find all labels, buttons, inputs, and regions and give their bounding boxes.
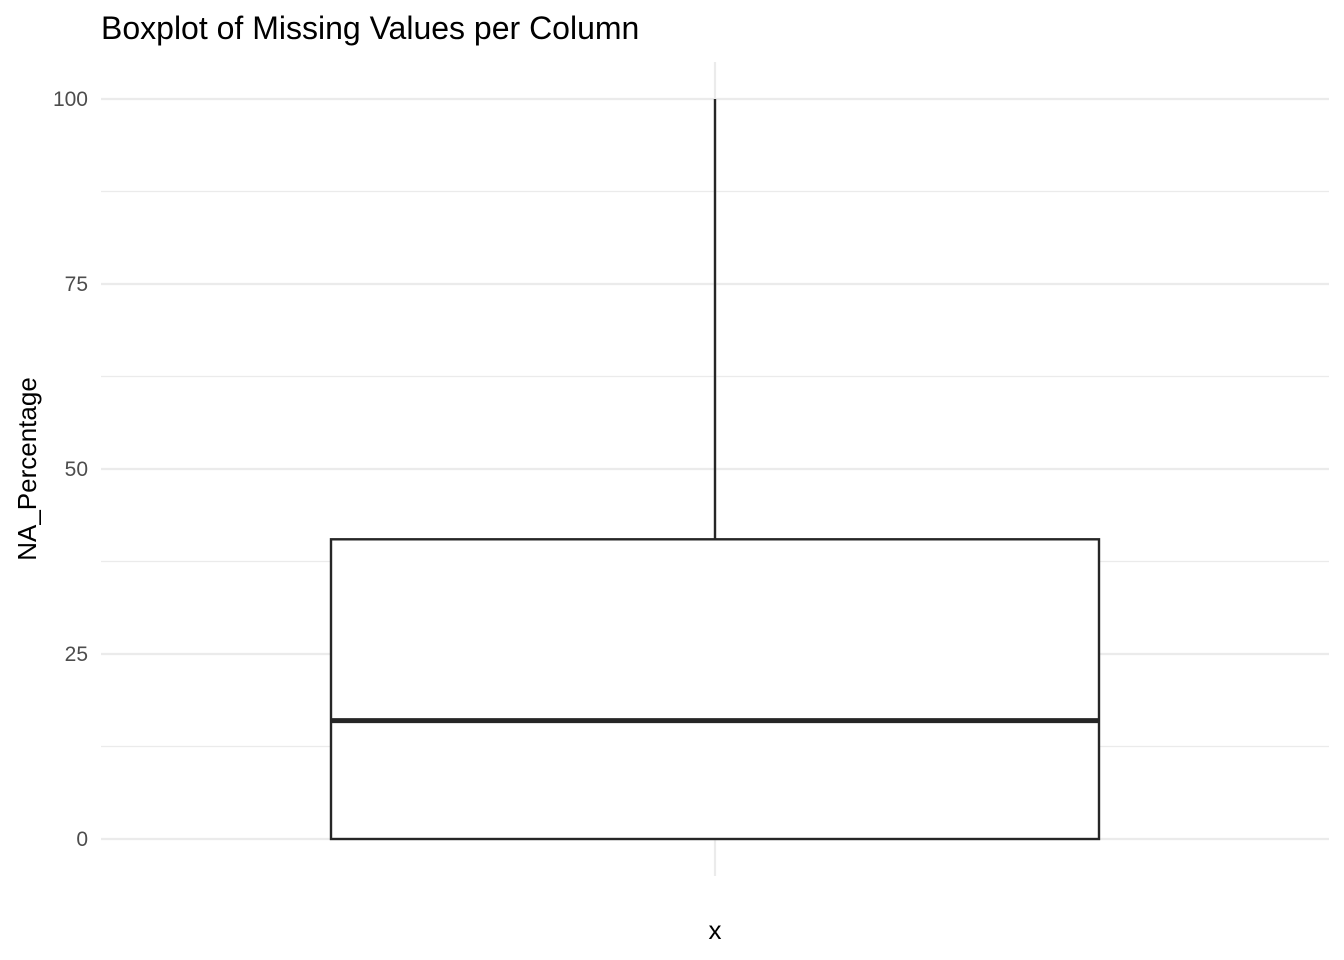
y-axis-tick-labels: 0 25 50 75 100: [53, 88, 88, 851]
y-tick-label: 0: [76, 828, 88, 851]
boxplot-marks: [329, 99, 1101, 841]
x-axis-title: x: [709, 915, 722, 945]
y-tick-label: 50: [65, 458, 88, 481]
y-axis-title: NA_Percentage: [12, 377, 42, 561]
y-tick-label: 25: [65, 643, 88, 666]
y-tick-label: 100: [53, 88, 88, 111]
chart-title: Boxplot of Missing Values per Column: [101, 10, 639, 46]
box-iqr: [329, 538, 1101, 841]
y-tick-label: 75: [65, 273, 88, 296]
